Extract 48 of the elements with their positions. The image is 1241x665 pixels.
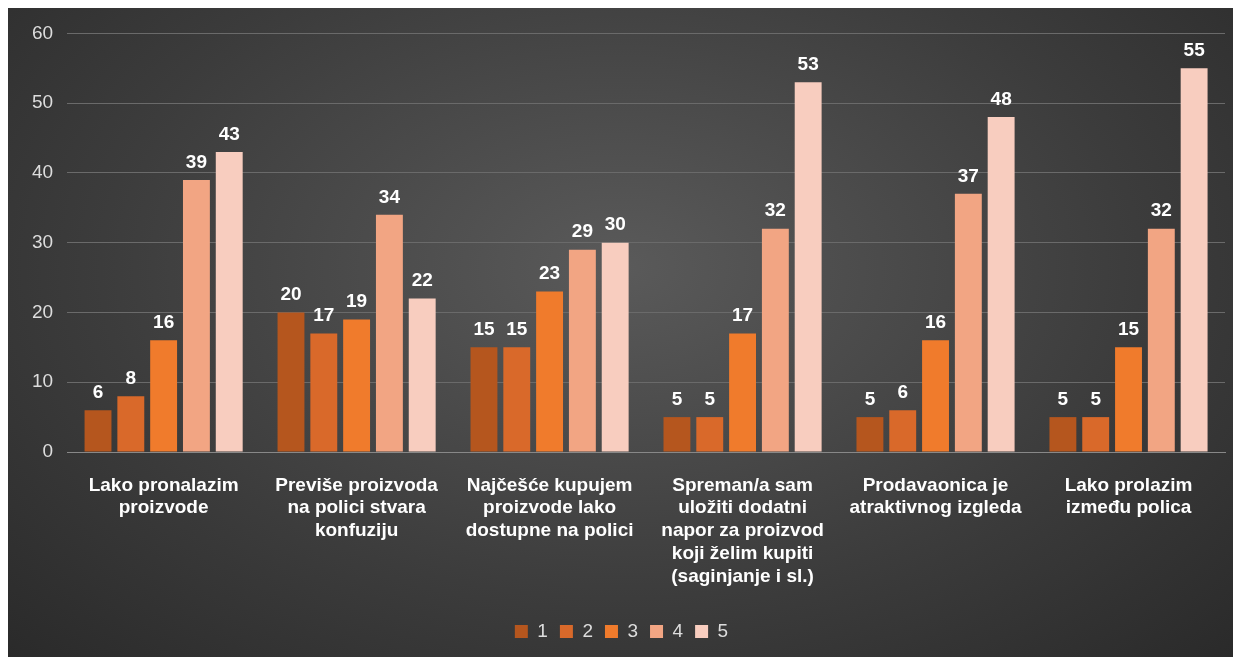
data-label: 6 [897, 380, 909, 402]
data-label: 8 [125, 366, 137, 388]
data-label: 32 [764, 199, 786, 221]
x-tick-label: Spreman/a sam uložiti dodatni napor za proizvod koji želim kupiti (saginjanje i sl.) [661, 473, 824, 586]
data-label: 5 [1057, 387, 1069, 409]
data-label: 29 [571, 220, 593, 242]
legend-label: 2 [582, 619, 593, 641]
y-tick-label: 60 [31, 21, 54, 43]
y-tick-label: 20 [31, 300, 54, 322]
legend-label: 1 [537, 619, 548, 641]
y-tick-label: 10 [31, 370, 54, 392]
legend-label: 5 [717, 619, 729, 641]
legend-label: 4 [672, 619, 684, 641]
data-label: 5 [704, 387, 716, 409]
data-label: 39 [185, 150, 207, 172]
data-label: 15 [506, 318, 528, 340]
data-label: 37 [957, 164, 979, 186]
x-tick-label: Lako pronalazim proizvode [88, 473, 239, 518]
data-label: 16 [153, 311, 175, 333]
data-label: 22 [411, 269, 433, 291]
data-label: 16 [924, 311, 947, 333]
y-tick-label: 0 [42, 440, 54, 462]
x-tick-label: Prodavaonica je atraktivnog izgleda [849, 473, 1023, 518]
data-label: 6 [92, 380, 104, 402]
data-label: 20 [280, 283, 302, 305]
data-label: 5 [671, 387, 683, 409]
data-label: 23 [539, 262, 561, 284]
data-label: 5 [864, 387, 876, 409]
y-tick-label: 50 [31, 91, 54, 113]
y-tick-label: 30 [31, 230, 54, 252]
x-tick-label: Previše proizvoda na polici stvara konfuziju [275, 473, 439, 541]
y-tick-label: 40 [31, 161, 54, 183]
x-tick-label: Najčešće kupujem proizvode lako dostupne na polici [465, 473, 634, 541]
data-label: 15 [473, 318, 495, 340]
data-label: 30 [604, 213, 626, 235]
data-label: 15 [1117, 318, 1140, 340]
data-label: 32 [1150, 199, 1172, 221]
data-label: 55 [1183, 39, 1206, 61]
data-label: 53 [797, 52, 819, 74]
data-label: 5 [1090, 387, 1102, 409]
x-tick-label: Lako prolazim između polica [1064, 473, 1193, 518]
data-label: 17 [731, 304, 754, 326]
data-label: 48 [990, 87, 1012, 109]
legend-label: 3 [627, 619, 639, 641]
data-label: 34 [378, 185, 401, 207]
data-label: 43 [218, 122, 240, 144]
data-label: 19 [346, 290, 368, 312]
data-label: 17 [313, 304, 335, 326]
